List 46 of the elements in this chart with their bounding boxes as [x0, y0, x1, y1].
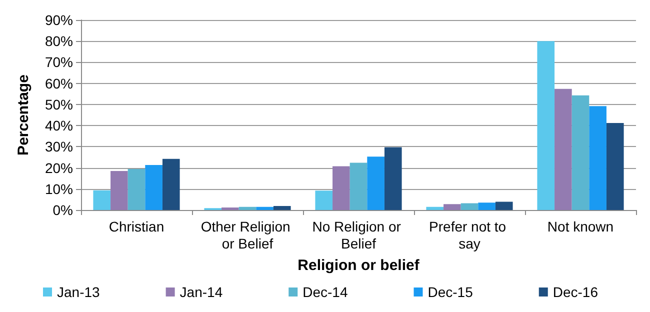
bar: [537, 41, 555, 210]
y-tick-label: 0%: [52, 202, 73, 218]
bar: [589, 106, 606, 210]
bar: [238, 206, 256, 210]
bar: [162, 158, 180, 210]
bar: [315, 190, 333, 210]
bar: [110, 170, 128, 210]
y-tick-label: 20%: [44, 160, 73, 176]
bar: [222, 207, 239, 210]
x-axis-title: Religion or belief: [298, 257, 420, 274]
x-tick-label: Prefer not to say: [429, 218, 510, 252]
legend-label: Jan-14: [180, 284, 223, 300]
bar: [93, 190, 111, 210]
x-tick-label: No Religion or Belief: [312, 218, 405, 252]
bar: [350, 162, 368, 210]
bar: [273, 206, 291, 210]
bar: [478, 202, 496, 210]
legend-label: Jan-13: [57, 284, 100, 300]
y-tick-label: 40%: [44, 118, 73, 134]
bar: [572, 95, 590, 210]
bar: [460, 203, 478, 210]
bar: [128, 169, 146, 210]
x-tick-label: Christian: [108, 218, 164, 234]
x-tick-label: Not known: [547, 218, 614, 234]
bar: [256, 206, 274, 210]
bar: [145, 165, 162, 210]
x-tick-label: Other Religion or Belief: [200, 218, 294, 252]
bar: [495, 202, 513, 210]
y-tick-label: 70%: [44, 54, 73, 70]
bar: [332, 166, 350, 210]
legend-label: Dec-15: [428, 284, 474, 300]
bar: [426, 206, 444, 210]
y-tick-label: 30%: [44, 138, 73, 155]
y-tick-label: 60%: [44, 75, 73, 92]
legend-label: Dec-16: [552, 284, 598, 300]
bar: [384, 147, 402, 210]
bar: [367, 156, 384, 210]
bar: [444, 204, 461, 210]
y-axis-title: Percentage: [15, 74, 32, 156]
y-tick-label: 50%: [44, 96, 73, 112]
y-tick-label: 90%: [44, 12, 73, 28]
y-tick-label: 10%: [44, 180, 73, 197]
bar: [554, 88, 572, 210]
legend-label: Dec-14: [302, 284, 348, 300]
y-tick-label: 80%: [44, 33, 73, 50]
bar: [606, 123, 624, 210]
